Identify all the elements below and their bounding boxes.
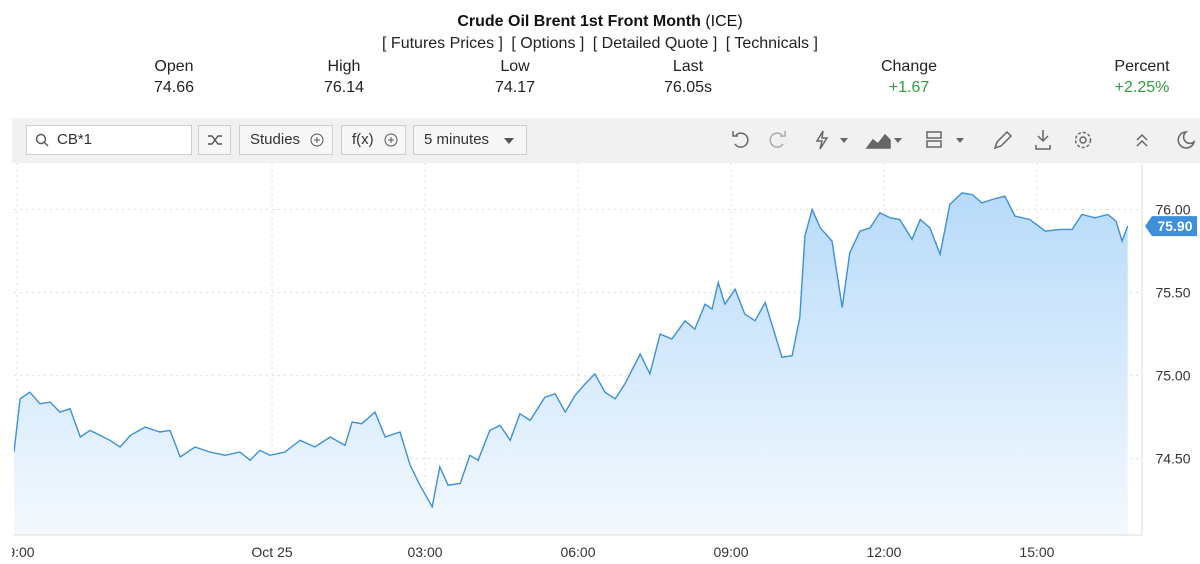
- header-links: [ Futures Prices ] [ Options ] [ Detaile…: [0, 35, 1200, 53]
- link[interactable]: [ Technicals ]: [725, 35, 818, 52]
- link[interactable]: [ Detailed Quote ]: [592, 35, 718, 52]
- x-tick-label: 15:00: [1019, 544, 1054, 560]
- plot-area: [14, 192, 1129, 535]
- symbol: CB*1: [57, 131, 93, 148]
- studies-button[interactable]: Studies: [239, 125, 333, 155]
- stat: Open 74.66: [94, 56, 254, 98]
- undo-icon[interactable]: [732, 131, 749, 148]
- function-button[interactable]: f(x): [341, 125, 406, 155]
- x-tick-label: 06:00: [560, 544, 595, 560]
- theme-icon[interactable]: [1177, 131, 1196, 149]
- stat-value: 74.66: [153, 79, 195, 96]
- search-icon: [35, 133, 49, 147]
- y-tick-label: 75.00: [1155, 368, 1190, 384]
- stat-label: Low: [500, 58, 530, 75]
- link[interactable]: [ Futures Prices ]: [382, 35, 503, 52]
- stat: High 76.14: [264, 56, 424, 98]
- x-tick-label: 09:00: [713, 544, 748, 560]
- settings-icon[interactable]: [1079, 136, 1087, 144]
- x-tick-label: Oct 25: [251, 544, 292, 560]
- studies-label: Studies: [250, 131, 301, 148]
- redo-icon[interactable]: [769, 131, 786, 148]
- stat-label: Last: [672, 58, 704, 75]
- flash-icon[interactable]: [815, 130, 829, 150]
- collapse-icon[interactable]: [1136, 133, 1148, 147]
- symbol-search[interactable]: CB*1: [26, 125, 192, 155]
- exchange: (ICE): [705, 13, 743, 30]
- x-tick-label: 12:00: [866, 544, 901, 560]
- plus-icon: [384, 133, 398, 147]
- layout-icon[interactable]: [926, 131, 942, 139]
- x-axis: 19:00 Oct 25 03:00 06:00 09:00 12:00 15:00: [0, 544, 1055, 560]
- stat-value: +2.25%: [1114, 79, 1170, 96]
- stat-value: 74.17: [494, 79, 536, 96]
- plus-icon: [310, 133, 324, 147]
- toolbar-icons: [732, 130, 1196, 150]
- instrument-name: Crude Oil Brent 1st Front Month: [457, 13, 701, 30]
- caret-icon: [504, 138, 514, 144]
- y-tick-label: 75.50: [1155, 285, 1190, 301]
- draw-icon[interactable]: [993, 130, 1013, 150]
- area: [14, 192, 1128, 535]
- interval-label: 5 minutes: [424, 131, 490, 148]
- function-label: f(x): [352, 131, 374, 148]
- interval-select[interactable]: 5 minutes: [413, 125, 527, 155]
- download-icon[interactable]: [1035, 130, 1051, 150]
- header-title: Crude Oil Brent 1st Front Month (ICE): [0, 13, 1200, 31]
- last-price-tag: [1145, 216, 1197, 237]
- last-price-label: 75.90: [1157, 218, 1192, 234]
- shuffle-icon: [208, 135, 222, 145]
- x-tick-label: 19:00: [0, 544, 35, 560]
- stat-value: 76.14: [323, 79, 365, 96]
- stat: Percent +2.25%: [1062, 56, 1200, 98]
- stat: Last 76.05s: [608, 56, 768, 98]
- chart-type-icon[interactable]: [865, 133, 891, 149]
- compare-button[interactable]: [198, 125, 231, 155]
- stat-value: 76.05s: [663, 79, 713, 96]
- stat: Low 74.17: [435, 56, 595, 98]
- y-tick-label: 76.00: [1155, 202, 1190, 218]
- price-line: [14, 192, 1129, 509]
- stat-label: High: [327, 58, 361, 75]
- stat-label: Change: [880, 58, 938, 75]
- toolbar: CB*1 Studies f(x) 5 minutes: [12, 118, 1200, 163]
- y-tick-label: 74.50: [1155, 451, 1190, 467]
- stat: Change +1.67: [829, 56, 989, 98]
- x-tick-label: 03:00: [407, 544, 442, 560]
- stat-label: Percent: [1114, 58, 1170, 75]
- link[interactable]: [ Options ]: [511, 35, 585, 52]
- stat-label: Open: [154, 58, 194, 75]
- stat-value: +1.67: [888, 79, 930, 96]
